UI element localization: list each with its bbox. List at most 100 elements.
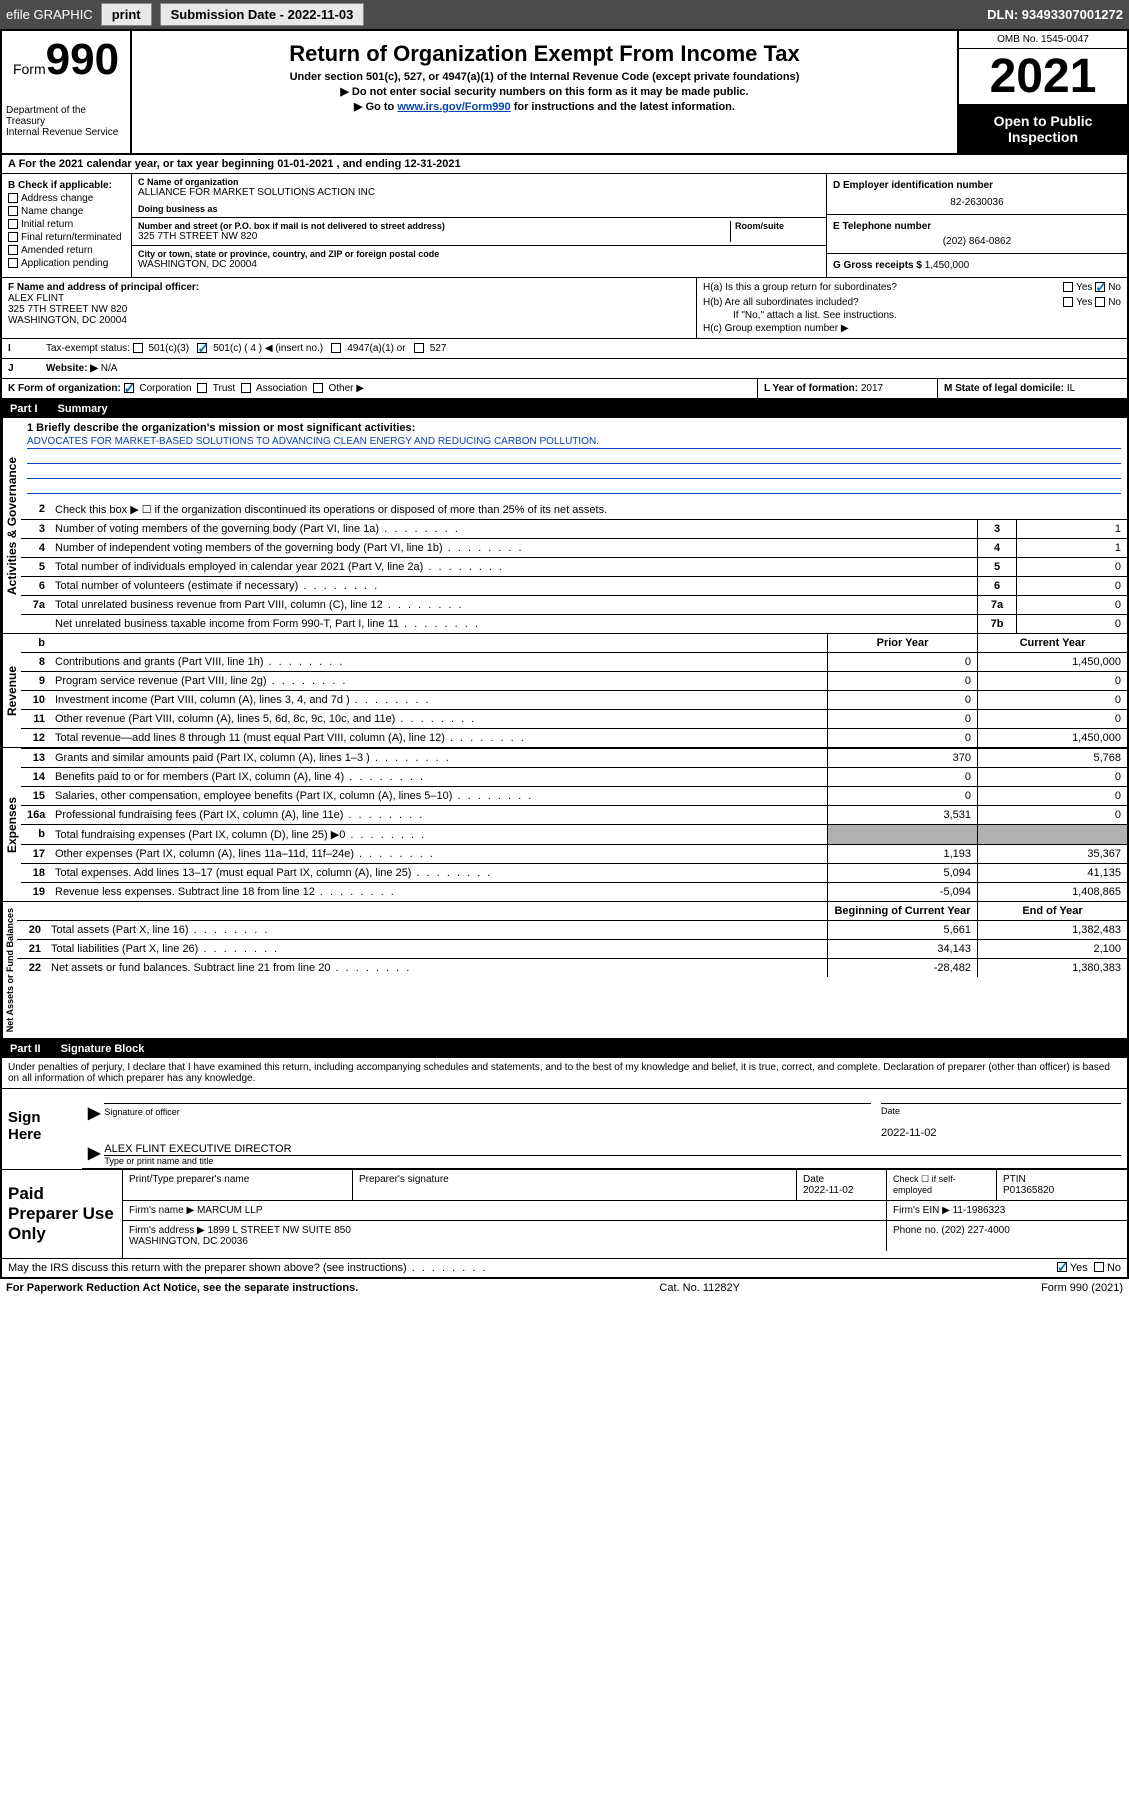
form-ref: Form 990 (2021) bbox=[1041, 1282, 1123, 1294]
chk-amended[interactable]: Amended return bbox=[8, 245, 125, 256]
submission-date-button[interactable]: Submission Date - 2022-11-03 bbox=[160, 3, 365, 26]
chk-address-change[interactable]: Address change bbox=[8, 193, 125, 204]
summary-row: 9Program service revenue (Part VIII, lin… bbox=[21, 671, 1127, 690]
catalog-number: Cat. No. 11282Y bbox=[659, 1282, 740, 1294]
summary-row: 18Total expenses. Add lines 13–17 (must … bbox=[21, 863, 1127, 882]
firm-phone: Phone no. (202) 227-4000 bbox=[887, 1221, 1127, 1251]
row-j: J Website: ▶ N/A bbox=[2, 359, 1127, 379]
chk-other[interactable] bbox=[313, 383, 323, 393]
summary-row: 19Revenue less expenses. Subtract line 1… bbox=[21, 882, 1127, 901]
tab-expenses: Expenses bbox=[2, 748, 21, 901]
officer-name: ALEX FLINT EXECUTIVE DIRECTOR bbox=[104, 1143, 1121, 1156]
dln-label: DLN: 93493307001272 bbox=[987, 7, 1123, 22]
tab-net-assets: Net Assets or Fund Balances bbox=[2, 902, 17, 1038]
website-value: N/A bbox=[101, 363, 118, 374]
chk-4947[interactable] bbox=[331, 343, 341, 353]
top-toolbar: efile GRAPHIC print Submission Date - 20… bbox=[0, 0, 1129, 29]
chk-corporation[interactable] bbox=[124, 383, 134, 393]
summary-row: 14Benefits paid to or for members (Part … bbox=[21, 767, 1127, 786]
chk-trust[interactable] bbox=[197, 383, 207, 393]
tab-governance: Activities & Governance bbox=[2, 418, 21, 633]
omb-number: OMB No. 1545-0047 bbox=[959, 31, 1127, 49]
perjury-statement: Under penalties of perjury, I declare th… bbox=[2, 1058, 1127, 1088]
summary-row: 17Other expenses (Part IX, column (A), l… bbox=[21, 844, 1127, 863]
summary-row: 20Total assets (Part X, line 16)5,6611,3… bbox=[17, 920, 1127, 939]
form-id-cell: Form990 Department of the Treasury Inter… bbox=[2, 31, 132, 153]
chk-501c[interactable] bbox=[197, 343, 207, 353]
part2-header: Part IISignature Block bbox=[2, 1040, 1127, 1058]
paid-preparer-label: Paid Preparer Use Only bbox=[2, 1170, 122, 1258]
summary-row: 22Net assets or fund balances. Subtract … bbox=[17, 958, 1127, 977]
signature-line[interactable]: Signature of officer bbox=[104, 1103, 871, 1123]
hb-subordinates: H(b) Are all subordinates included? Yes … bbox=[703, 297, 1121, 308]
print-button[interactable]: print bbox=[101, 3, 152, 26]
row-k: K Form of organization: Corporation Trus… bbox=[2, 379, 1127, 400]
form-year-cell: OMB No. 1545-0047 2021 Open to Public In… bbox=[957, 31, 1127, 153]
firm-address: Firm's address ▶ 1899 L STREET NW SUITE … bbox=[123, 1221, 887, 1251]
city-label: City or town, state or province, country… bbox=[138, 249, 820, 259]
preparer-self-employed[interactable]: Check ☐ if self-employed bbox=[887, 1170, 997, 1200]
chk-discuss-no[interactable] bbox=[1094, 1262, 1104, 1272]
preparer-name-hdr: Print/Type preparer's name bbox=[123, 1170, 353, 1200]
summary-row: 15Salaries, other compensation, employee… bbox=[21, 786, 1127, 805]
org-name: ALLIANCE FOR MARKET SOLUTIONS ACTION INC bbox=[138, 187, 820, 198]
summary-row: 5Total number of individuals employed in… bbox=[21, 557, 1127, 576]
chk-527[interactable] bbox=[414, 343, 424, 353]
sign-here-label: Sign Here bbox=[2, 1089, 82, 1169]
line-a-tax-year: A For the 2021 calendar year, or tax yea… bbox=[2, 155, 1127, 174]
section-b-header: B Check if applicable: bbox=[8, 180, 125, 191]
summary-row: 2Check this box ▶ ☐ if the organization … bbox=[21, 500, 1127, 519]
room-label: Room/suite bbox=[735, 221, 820, 231]
end-year-header: End of Year bbox=[977, 902, 1127, 920]
governance-section: Activities & Governance 1 Briefly descri… bbox=[2, 418, 1127, 634]
org-name-label: C Name of organization bbox=[138, 177, 820, 187]
preparer-sig-hdr: Preparer's signature bbox=[353, 1170, 797, 1200]
hc-exemption: H(c) Group exemption number ▶ bbox=[703, 323, 1121, 334]
summary-row: 16aProfessional fundraising fees (Part I… bbox=[21, 805, 1127, 824]
begin-year-header: Beginning of Current Year bbox=[827, 902, 977, 920]
officer-value: ALEX FLINT 325 7TH STREET NW 820 WASHING… bbox=[8, 293, 690, 326]
firm-name: Firm's name ▶ MARCUM LLP bbox=[123, 1201, 887, 1220]
discuss-row: May the IRS discuss this return with the… bbox=[2, 1258, 1127, 1277]
state-domicile: IL bbox=[1067, 383, 1075, 394]
signature-arrow-icon: ▶ bbox=[88, 1103, 100, 1123]
chk-discuss-yes[interactable] bbox=[1057, 1262, 1067, 1272]
summary-row: Net unrelated business taxable income fr… bbox=[21, 614, 1127, 633]
gross-label: G Gross receipts $ bbox=[833, 260, 922, 271]
row-f-h: F Name and address of principal officer:… bbox=[2, 278, 1127, 339]
address-label: Number and street (or P.O. box if mail i… bbox=[138, 221, 730, 231]
chk-initial-return[interactable]: Initial return bbox=[8, 219, 125, 230]
paperwork-notice: For Paperwork Reduction Act Notice, see … bbox=[6, 1282, 358, 1294]
chk-application-pending[interactable]: Application pending bbox=[8, 258, 125, 269]
phone-label: E Telephone number bbox=[833, 221, 1121, 232]
instructions-link[interactable]: www.irs.gov/Form990 bbox=[397, 101, 510, 113]
tab-revenue: Revenue bbox=[2, 634, 21, 747]
chk-501c3[interactable] bbox=[133, 343, 143, 353]
expenses-section: Expenses 13Grants and similar amounts pa… bbox=[2, 748, 1127, 902]
part1-header: Part ISummary bbox=[2, 400, 1127, 418]
section-de: D Employer identification number 82-2630… bbox=[827, 174, 1127, 277]
chk-name-change[interactable]: Name change bbox=[8, 206, 125, 217]
firm-ein: Firm's EIN ▶ 11-1986323 bbox=[887, 1201, 1127, 1220]
prior-year-header: Prior Year bbox=[827, 634, 977, 652]
summary-row: 8Contributions and grants (Part VIII, li… bbox=[21, 652, 1127, 671]
org-address: 325 7TH STREET NW 820 bbox=[138, 231, 730, 242]
form-title: Return of Organization Exempt From Incom… bbox=[140, 41, 949, 67]
chk-final-return[interactable]: Final return/terminated bbox=[8, 232, 125, 243]
gross-value: 1,450,000 bbox=[925, 260, 970, 271]
form-word: Form bbox=[13, 61, 46, 77]
section-b-checkboxes: B Check if applicable: Address change Na… bbox=[2, 174, 132, 277]
preparer-ptin: PTINP01365820 bbox=[997, 1170, 1127, 1200]
efile-label: efile GRAPHIC bbox=[6, 7, 93, 22]
ha-group-return: H(a) Is this a group return for subordin… bbox=[703, 282, 1121, 293]
summary-row: 11Other revenue (Part VIII, column (A), … bbox=[21, 709, 1127, 728]
summary-row: 4Number of independent voting members of… bbox=[21, 538, 1127, 557]
sig-date-value: 2022-11-02 bbox=[881, 1127, 1121, 1139]
form-subtitle-3: ▶ Go to www.irs.gov/Form990 for instruct… bbox=[140, 100, 949, 113]
signature-date: Date bbox=[881, 1103, 1121, 1123]
form-subtitle-1: Under section 501(c), 527, or 4947(a)(1)… bbox=[140, 71, 949, 83]
chk-association[interactable] bbox=[241, 383, 251, 393]
open-to-public: Open to Public Inspection bbox=[959, 105, 1127, 153]
dba-label: Doing business as bbox=[138, 204, 820, 214]
form-container: Form990 Department of the Treasury Inter… bbox=[0, 29, 1129, 1279]
